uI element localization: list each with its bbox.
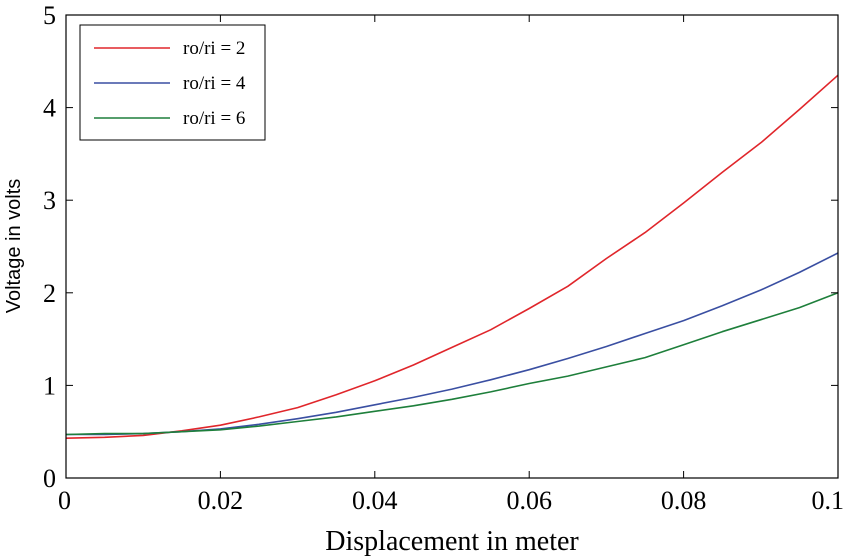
legend-label-3: ro/ri = 6	[183, 108, 245, 129]
y-tick-label: 4	[43, 94, 56, 123]
legend-items: ro/ri = 2 ro/ri = 4 ro/ri = 6	[94, 38, 246, 129]
series-line-1	[65, 74, 839, 439]
y-tick-label: 2	[43, 279, 56, 308]
plot-frame	[65, 14, 839, 479]
legend-label-2: ro/ri = 4	[183, 73, 246, 94]
legend-label-1: ro/ri = 2	[183, 38, 245, 59]
y-tick-label: 1	[43, 371, 56, 400]
x-tick-label: 0.08	[661, 486, 707, 515]
legend: ro/ri = 2 ro/ri = 4 ro/ri = 6	[79, 24, 266, 141]
x-tick-label: 0.06	[506, 486, 552, 515]
y-axis-title: Voltage in volts	[3, 179, 25, 314]
x-tick-label: 0.02	[198, 486, 244, 515]
y-tick-label: 3	[43, 186, 56, 215]
y-tick-label: 0	[43, 464, 56, 493]
series-layer	[65, 74, 839, 439]
series-line-3	[65, 292, 839, 436]
x-axis-title: Displacement in meter	[325, 526, 579, 557]
x-tick-label: 0.04	[352, 486, 398, 515]
x-tick-labels: 0 0.02 0.04 0.06 0.08 0.1	[58, 486, 844, 515]
tick-marks	[65, 14, 839, 479]
x-tick-label: 0.1	[812, 486, 845, 515]
y-tick-labels: 0 1 2 3 4 5	[43, 1, 56, 493]
x-tick-label: 0	[58, 486, 71, 515]
y-tick-label: 5	[43, 1, 56, 30]
